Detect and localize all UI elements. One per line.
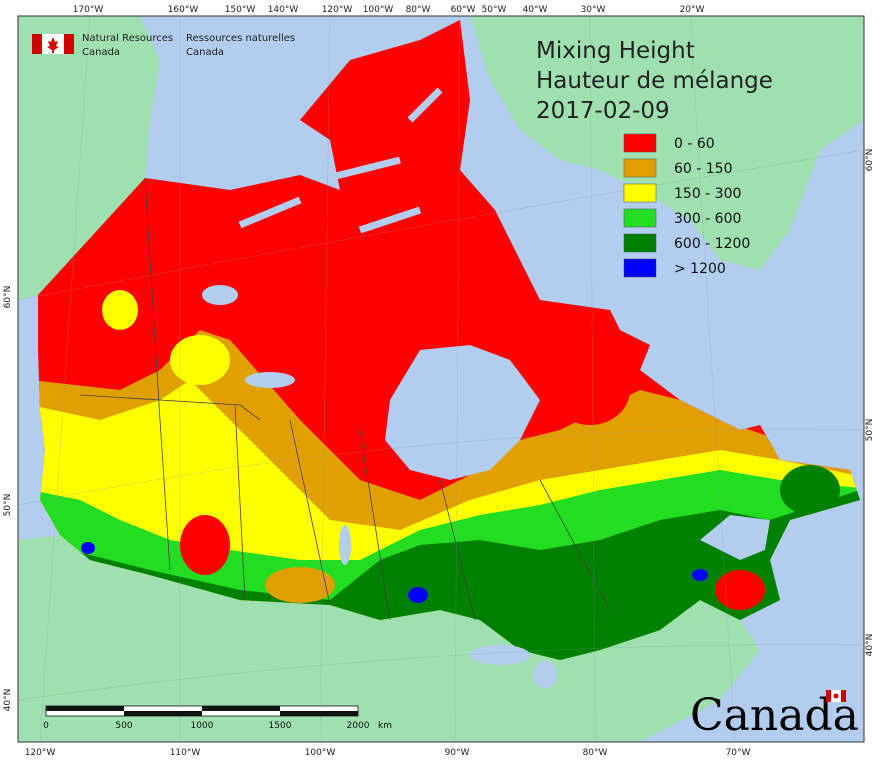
legend-label: > 1200 [674,261,726,277]
top-tick-label: 20°W [680,5,705,15]
legend-label: 300 - 600 [674,211,741,227]
legend-swatch [623,158,657,178]
red-pocket-manitoba [265,567,335,603]
red-pocket-labrador [550,355,630,425]
flag-left-bar [32,34,42,54]
maple-leaf-icon [47,37,59,53]
right-tick-label: 60°N [865,149,875,172]
bottom-tick-label: 70°W [726,748,751,758]
wordmark-flag-left [826,690,831,702]
bottom-tick-label: 100°W [305,748,336,758]
top-tick-label: 160°W [168,5,199,15]
bottom-tick-label: 90°W [445,748,470,758]
blue-pocket-bc [81,542,95,554]
red-pocket-prairies [180,515,230,575]
nrcan-fr-line1: Ressources naturelles [186,33,295,44]
alaska-land [18,16,160,300]
red-pocket-maritimes [715,570,765,610]
legend-swatch [623,258,657,278]
top-tick-label: 140°W [268,5,299,15]
legend-swatch [623,183,657,203]
left-tick-label: 60°N [3,286,13,309]
title-english: Mixing Height [536,38,695,64]
nrcan-fr-line2: Canada [186,47,224,58]
greenland-land [470,16,864,270]
right-tick-label: 50°N [865,419,875,442]
wordmark-flag-leaf-icon [833,693,839,699]
provincial-borders [79,177,611,621]
title-date: 2017-02-09 [536,98,670,124]
nrcan-en-line1: Natural Resources [82,33,173,44]
nrcan-signature: Natural Resources Canada Ressources natu… [32,33,295,58]
gulf-st-lawrence [700,515,770,560]
scale-bar-label: 1000 [191,721,214,731]
right-ticks: 60°N 50°N 40°N [865,149,875,657]
map-frame [17,15,865,743]
graticule [18,16,864,742]
title-french: Hauteur de mélange [536,68,773,94]
green-pocket-nl [780,465,840,515]
great-bear-lake [202,285,238,305]
bottom-tick-label: 110°W [170,748,201,758]
canada-wordmark: Canada [690,690,859,741]
flag-right-bar [64,34,74,54]
scale-bar-label: 0 [43,721,49,731]
scale-bar: 0 500 1000 1500 2000 km [43,705,392,731]
bottom-tick-label: 120°W [25,748,56,758]
top-tick-label: 40°W [523,5,548,15]
scale-bar-label: 2000 [347,721,370,731]
wordmark-flag-right [841,690,846,702]
top-tick-label: 30°W [581,5,606,15]
lake-winnipeg [339,525,351,565]
legend-swatch [623,233,657,253]
lake-huron [533,661,557,689]
nrcan-en-line2: Canada [82,47,120,58]
bottom-ticks: 120°W 110°W 100°W 90°W 80°W 70°W [25,748,751,758]
great-slave-lake [245,372,295,388]
top-tick-label: 150°W [225,5,256,15]
right-tick-label: 40°N [865,634,875,657]
top-tick-label: 60°W [451,5,476,15]
blue-pocket-gaspe [692,569,708,581]
blue-pocket-ontario-north [408,587,428,603]
top-ticks: 170°W 160°W 150°W 140°W 120°W 100°W 80°W 60°W 50… [73,5,705,15]
top-tick-label: 120°W [322,5,353,15]
yellow-pocket-bc [102,290,138,330]
arctic-channels [238,87,443,234]
legend-swatch [623,208,657,228]
left-tick-label: 50°N [3,494,13,517]
lake-superior [470,645,530,665]
legend-label: 60 - 150 [674,161,733,177]
scale-bar-label: 1500 [269,721,292,731]
bottom-tick-label: 80°W [583,748,608,758]
legend-label: 0 - 60 [674,136,715,152]
legend-label: 150 - 300 [674,186,741,202]
top-tick-label: 170°W [73,5,104,15]
scale-bar-unit: km [378,721,392,731]
scale-bar-label: 500 [115,721,132,731]
legend-label: 600 - 1200 [674,236,750,252]
usa-land [18,535,760,742]
left-tick-label: 40°N [3,689,13,712]
hudson-bay [385,345,540,480]
legend-swatch [623,133,657,153]
top-tick-label: 100°W [363,5,394,15]
top-tick-label: 50°W [482,5,507,15]
legend: 0 - 60 60 - 150 150 - 300 300 - 600 600 - 12… [623,133,750,278]
yellow-pocket-yukon [170,335,230,385]
top-tick-label: 80°W [406,5,431,15]
left-ticks: 60°N 50°N 40°N [3,286,13,712]
